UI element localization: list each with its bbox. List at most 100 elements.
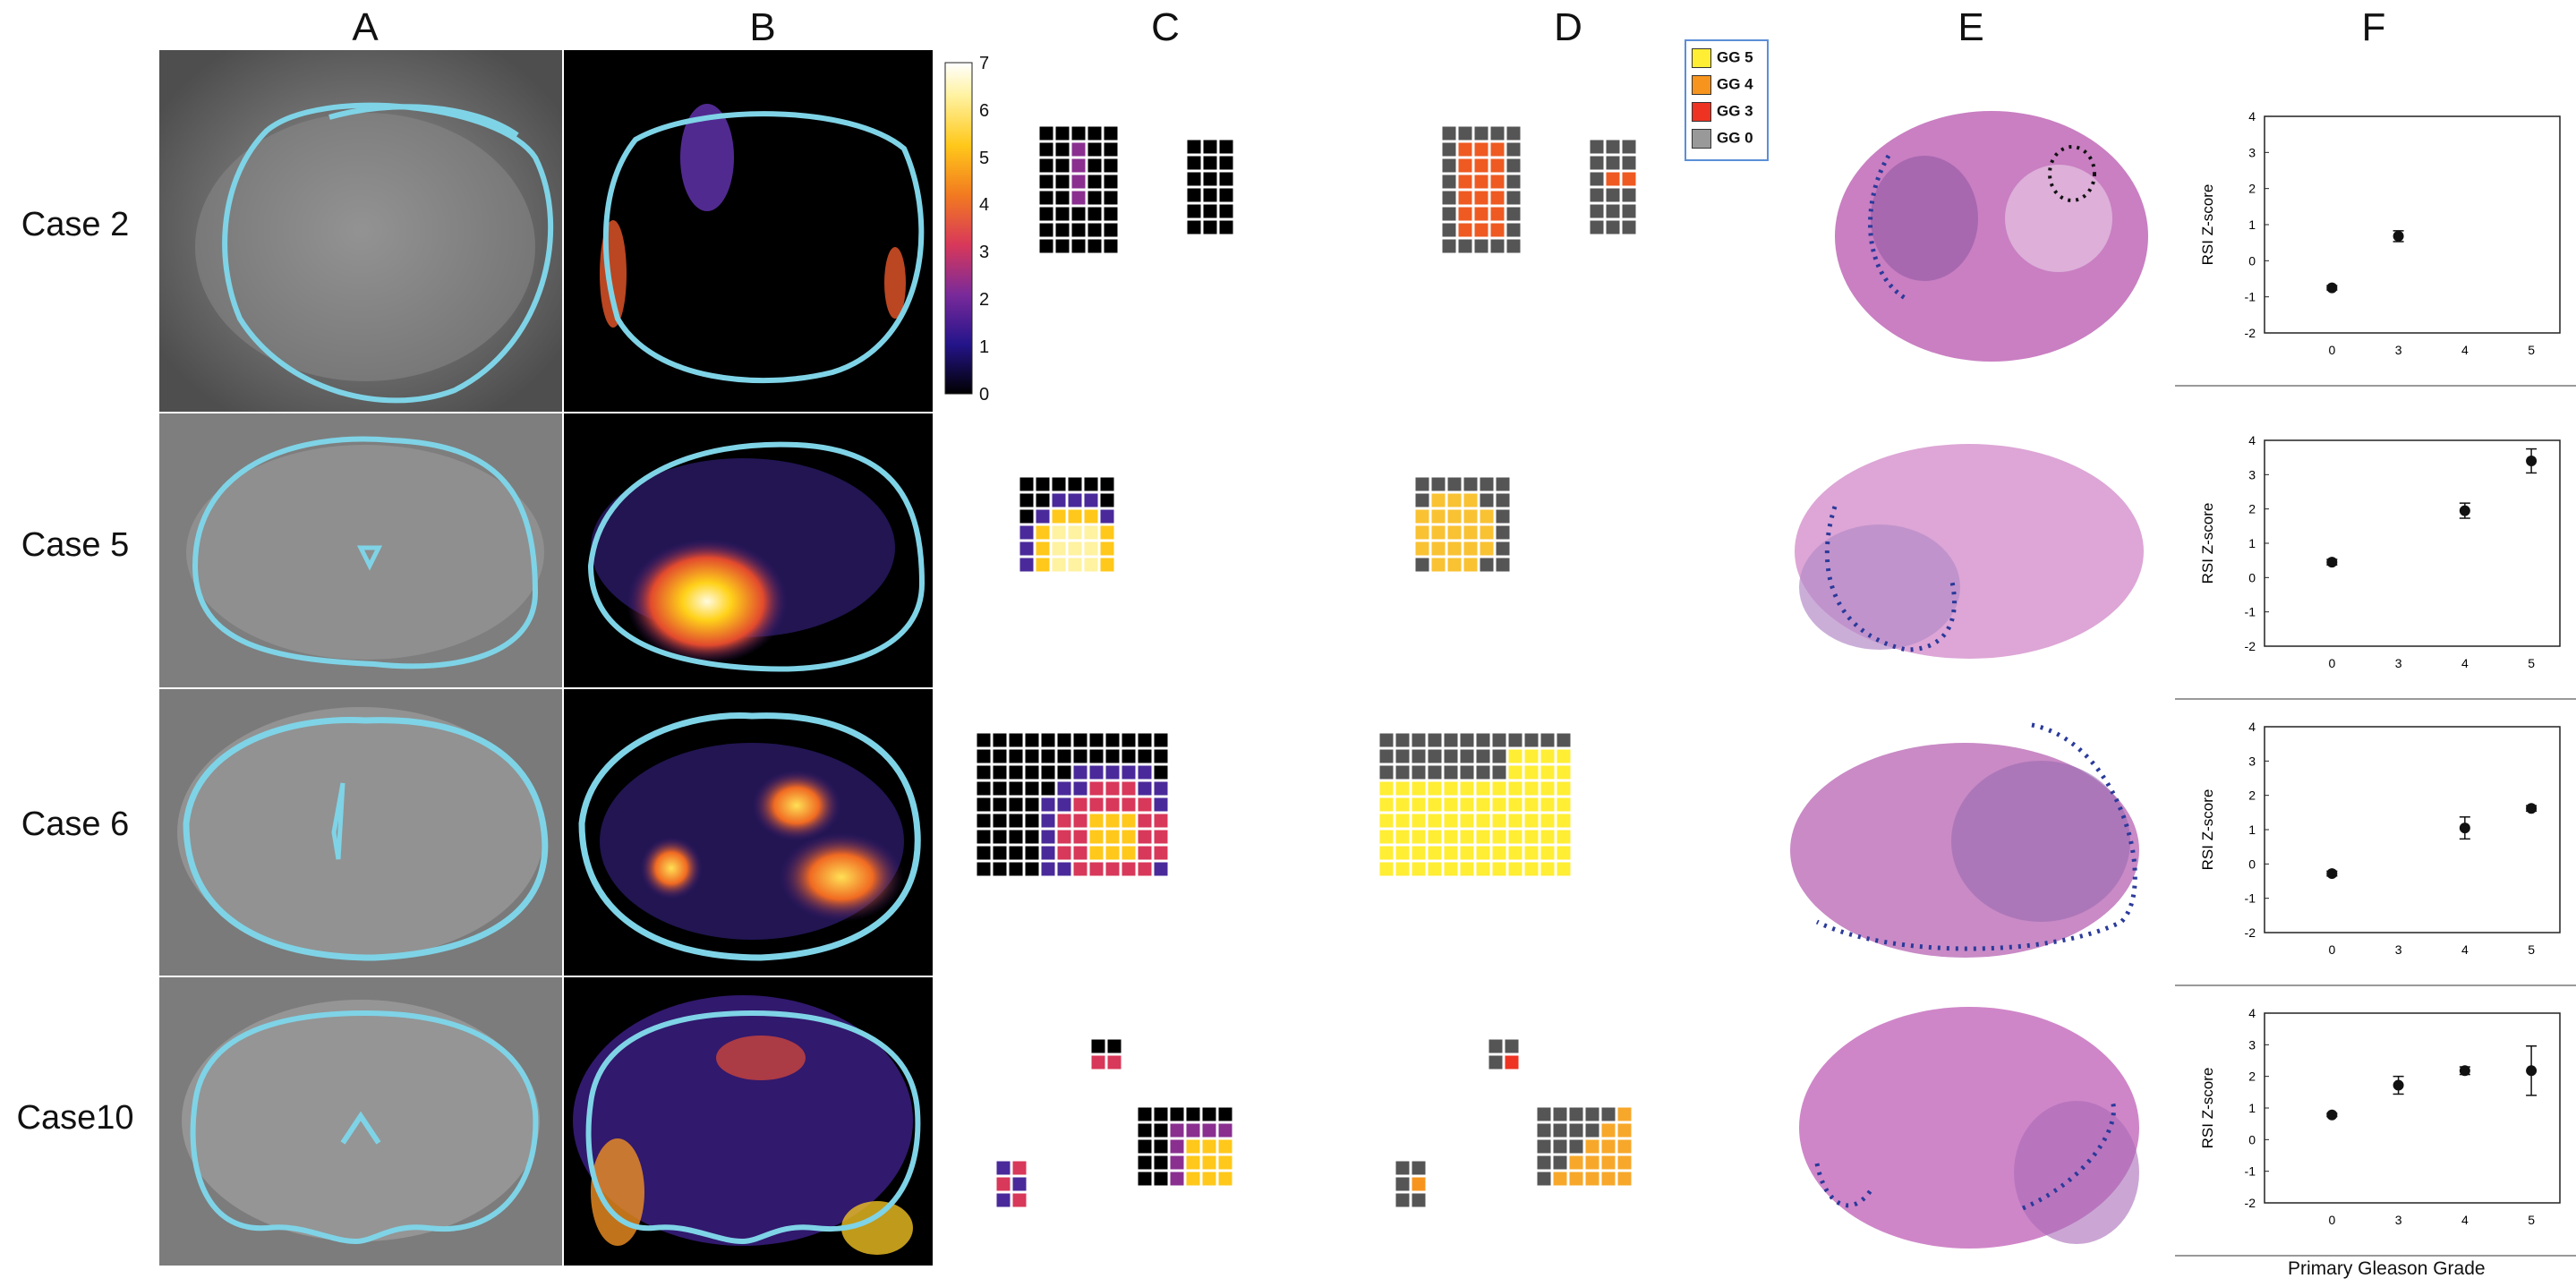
column-label-a: A bbox=[352, 5, 379, 49]
rsi-zscore-plot: 4 3 2 1 0 -1 -2 0 3 4 5 RSI Z-score bbox=[2199, 109, 2561, 357]
data-point bbox=[2526, 803, 2538, 814]
gleason-voxel-grid-case10-a bbox=[1488, 1038, 1520, 1070]
mri-panel-case5 bbox=[159, 413, 562, 687]
y-tick-label: 2 bbox=[2248, 788, 2256, 803]
prostate-contour bbox=[190, 1010, 539, 1245]
prostate-contour bbox=[578, 712, 921, 961]
legend-item-gg5: GG 5 bbox=[1692, 48, 1753, 68]
gleason-plot-card: 4 3 2 1 0 -1 -2 0 3 4 5 RSI Z-score bbox=[2175, 89, 2576, 387]
y-tick-label: 3 bbox=[2248, 467, 2256, 482]
x-tick-label: 5 bbox=[2528, 343, 2535, 357]
x-tick-label: 5 bbox=[2528, 942, 2535, 957]
data-point bbox=[2326, 557, 2338, 568]
y-axis-label: RSI Z-score bbox=[2199, 1068, 2216, 1149]
rsi-heatmap-case6 bbox=[564, 689, 933, 976]
row-label-case2: Case 2 bbox=[21, 206, 130, 243]
rsi-voxel-grid-case10-b bbox=[995, 1160, 1028, 1208]
y-tick-label: 0 bbox=[2248, 570, 2256, 584]
gleason-legend: GG 5 GG 4 GG 3 GG 0 bbox=[1685, 39, 1769, 161]
rsi-voxel-grid-case10-c bbox=[1137, 1106, 1233, 1187]
histology-case6 bbox=[1781, 707, 2148, 965]
y-tick-label: -2 bbox=[2245, 639, 2256, 653]
rsi-voxel-grid-case10-a bbox=[1090, 1038, 1122, 1070]
gleason-voxel-grid-case5 bbox=[1414, 476, 1511, 573]
y-tick-label: -1 bbox=[2245, 605, 2256, 619]
x-tick-label: 5 bbox=[2528, 656, 2535, 670]
y-tick-label: -1 bbox=[2245, 1164, 2256, 1179]
gleason-plot-card: 4 3 2 1 0 -1 -2 0 3 4 5 RSI Z-score bbox=[2175, 700, 2576, 986]
rsi-map-case5 bbox=[564, 413, 933, 687]
mri-panel-case6 bbox=[159, 689, 562, 976]
rsi-voxel-grid-case2 bbox=[1038, 125, 1119, 254]
y-tick-label: 1 bbox=[2248, 1101, 2256, 1115]
column-label-c: C bbox=[1151, 5, 1180, 49]
x-tick-label: 3 bbox=[2395, 1213, 2402, 1227]
rsi-zscore-plot: 4 3 2 1 0 -1 -2 0 3 4 5 RSI Z-score bbox=[2199, 720, 2561, 957]
prostate-contour bbox=[585, 1010, 921, 1245]
histology-case2 bbox=[1826, 93, 2157, 371]
rsi-map-case10 bbox=[564, 977, 933, 1266]
data-point bbox=[2326, 1109, 2338, 1121]
colorbar-tick-label: 6 bbox=[979, 100, 990, 121]
legend-item-gg3: GG 3 bbox=[1692, 102, 1753, 122]
prostate-contour bbox=[222, 102, 554, 404]
x-tick-label: 0 bbox=[2328, 1213, 2335, 1227]
y-tick-label: 0 bbox=[2248, 253, 2256, 268]
x-tick-label: 0 bbox=[2328, 343, 2335, 357]
data-point bbox=[2393, 1079, 2404, 1091]
y-tick-label: 4 bbox=[2248, 109, 2256, 124]
column-label-d: D bbox=[1554, 5, 1582, 49]
histology-case10 bbox=[1790, 1002, 2148, 1260]
rsi-heatmap-case2 bbox=[564, 50, 933, 412]
y-tick-label: -1 bbox=[2245, 891, 2256, 906]
y-tick-label: 3 bbox=[2248, 1037, 2256, 1052]
y-axis-label: RSI Z-score bbox=[2199, 184, 2216, 266]
rsi-colorbar bbox=[944, 62, 981, 396]
data-point bbox=[2326, 868, 2338, 880]
rsi-zscore-plot: 4 3 2 1 0 -1 -2 0 3 4 5 RSI Z-score bbox=[2199, 433, 2561, 670]
y-tick-label: 4 bbox=[2248, 720, 2256, 734]
legend-label-gg5: GG 5 bbox=[1717, 48, 1753, 66]
colorbar-tick-label: 3 bbox=[979, 243, 990, 263]
prostate-contour bbox=[183, 716, 549, 961]
x-tick-label: 5 bbox=[2528, 1213, 2535, 1227]
prostate-contour bbox=[192, 436, 539, 669]
data-point bbox=[2459, 1065, 2470, 1077]
prostate-contour bbox=[602, 111, 925, 384]
legend-label-gg4: GG 4 bbox=[1717, 75, 1753, 93]
colorbar-tick-label: 2 bbox=[979, 290, 990, 310]
x-tick-label: 4 bbox=[2461, 1213, 2469, 1227]
mri-image-case5 bbox=[159, 413, 562, 687]
row-label-case5: Case 5 bbox=[21, 526, 130, 564]
gleason-voxel-grid-case2-b bbox=[1589, 139, 1637, 235]
data-point bbox=[2526, 1065, 2538, 1077]
data-point bbox=[2526, 456, 2538, 466]
rsi-heatmap-case10 bbox=[564, 977, 933, 1266]
plot-frame bbox=[2264, 1012, 2561, 1204]
legend-item-gg0: GG 0 bbox=[1692, 129, 1753, 149]
legend-label-gg3: GG 3 bbox=[1717, 102, 1753, 120]
gleason-plot-card: 4 3 2 1 0 -1 -2 0 3 4 5 RSI Z-score bbox=[2175, 986, 2576, 1257]
rsi-voxel-grid-case5 bbox=[1019, 476, 1115, 573]
gleason-plot-card: 4 3 2 1 0 -1 -2 0 3 4 5 RSI Z-score bbox=[2175, 413, 2576, 700]
legend-swatch-gg3 bbox=[1692, 102, 1711, 122]
y-tick-label: 3 bbox=[2248, 754, 2256, 768]
x-tick-label: 0 bbox=[2328, 942, 2335, 957]
data-point bbox=[2459, 822, 2470, 834]
rsi-map-case2 bbox=[564, 50, 933, 412]
y-tick-label: 0 bbox=[2248, 1132, 2256, 1146]
colorbar-tick-label: 7 bbox=[979, 54, 990, 73]
colorbar-tick-label: 5 bbox=[979, 148, 990, 168]
data-point bbox=[2459, 505, 2470, 516]
y-tick-label: 4 bbox=[2248, 433, 2256, 447]
y-axis-label: RSI Z-score bbox=[2199, 789, 2216, 871]
x-axis-title: Primary Gleason Grade bbox=[2288, 1258, 2486, 1279]
mri-image-case6 bbox=[159, 689, 562, 976]
y-tick-label: 3 bbox=[2248, 145, 2256, 159]
row-label-case6: Case 6 bbox=[21, 805, 130, 843]
x-tick-label: 3 bbox=[2395, 343, 2402, 357]
rsi-zscore-plot: 4 3 2 1 0 -1 -2 0 3 4 5 RSI Z-score bbox=[2199, 1006, 2561, 1227]
y-tick-label: -2 bbox=[2245, 326, 2256, 340]
x-tick-label: 0 bbox=[2328, 656, 2335, 670]
column-label-f: F bbox=[2361, 5, 2386, 49]
